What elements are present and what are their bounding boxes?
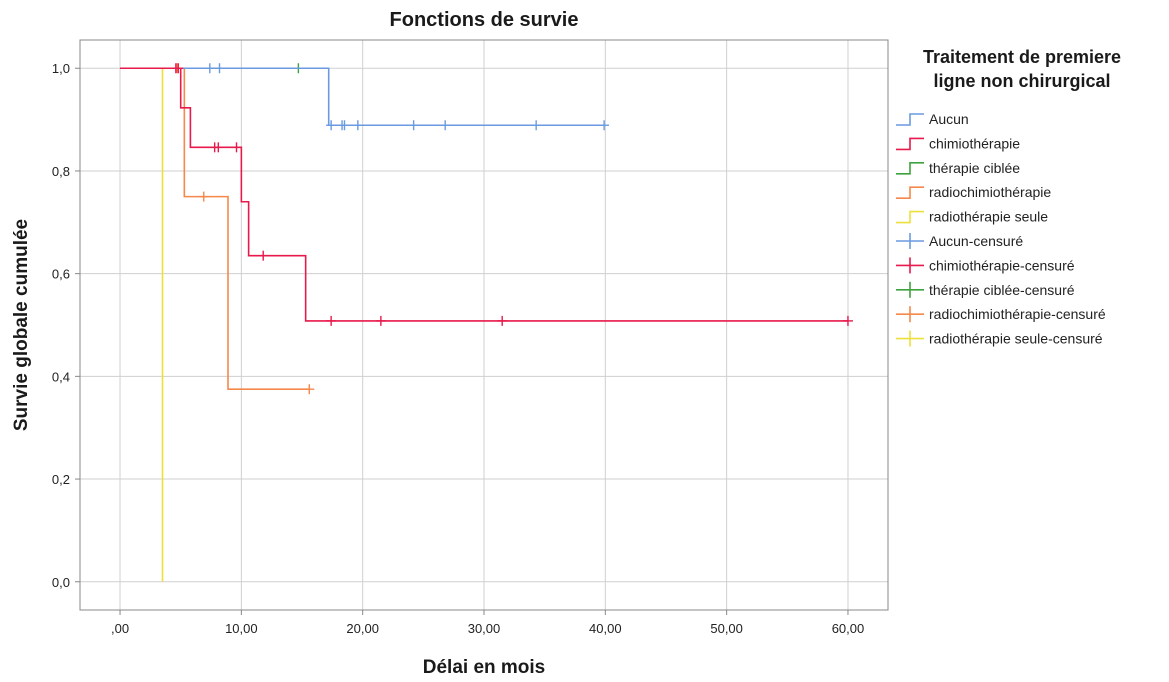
censor-mark <box>408 120 419 131</box>
y-tick-label: 1,0 <box>52 61 70 76</box>
censor-mark <box>497 315 508 326</box>
censor-mark <box>198 191 209 202</box>
x-tick-label: 20,00 <box>346 621 379 636</box>
x-axis-label: Délai en mois <box>423 657 546 678</box>
censor-mark <box>214 63 225 74</box>
x-tick-label: 60,00 <box>832 621 865 636</box>
grid <box>80 40 888 610</box>
tick-labels: ,00 10,00 20,00 30,00 40,00 50,00 60,00 0,0 0,2 0… <box>52 61 864 636</box>
legend-label: Aucun <box>929 111 969 127</box>
legend-line-swatch <box>896 186 924 199</box>
censor-mark <box>440 120 451 131</box>
legend-item: chimiothérapie-censuré <box>896 257 1075 274</box>
x-tick-label: 10,00 <box>225 621 258 636</box>
legend-label: thérapie ciblée <box>929 160 1020 176</box>
legend-item: Aucun <box>896 111 969 127</box>
censor-mark <box>258 250 269 261</box>
y-tick-label: 0,0 <box>52 575 70 590</box>
y-tick-label: 0,2 <box>52 472 70 487</box>
survival-curve-1 <box>120 67 848 322</box>
censor-mark <box>842 315 853 326</box>
censor-mark <box>339 120 350 131</box>
x-tick-label: ,00 <box>111 621 129 636</box>
legend-title: Traitement de premiere <box>923 47 1121 67</box>
survival-curve-3 <box>120 67 310 390</box>
series-layer <box>120 63 853 582</box>
legend-item: Aucun-censuré <box>896 233 1023 249</box>
censor-mark <box>375 315 386 326</box>
x-tick-label: 50,00 <box>710 621 743 636</box>
legend: Traitement de premiere ligne non chirurgi… <box>896 47 1121 347</box>
y-tick-label: 0,4 <box>52 369 70 384</box>
censor-mark <box>213 142 224 153</box>
legend-line-swatch <box>896 113 924 126</box>
legend-label: radiochimiothérapie <box>929 184 1051 200</box>
legend-label: Aucun-censuré <box>929 233 1023 249</box>
chart-title: Fonctions de survie <box>390 9 579 31</box>
legend-label: radiothérapie seule-censuré <box>929 331 1103 347</box>
legend-line-swatch <box>896 137 924 151</box>
censor-mark <box>204 63 215 74</box>
censor-mark <box>173 63 184 74</box>
legend-item: chimiothérapie <box>896 135 1020 151</box>
legend-label: radiothérapie seule <box>929 209 1048 225</box>
legend-label: chimiothérapie-censuré <box>929 257 1075 273</box>
survival-curve-0 <box>120 67 605 127</box>
legend-line-swatch <box>896 210 924 224</box>
y-tick-label: 0,8 <box>52 164 70 179</box>
censor-mark <box>326 315 337 326</box>
legend-item: radiothérapie seule-censuré <box>896 330 1103 347</box>
censor-mark <box>531 120 542 131</box>
y-axis-label: Survie globale cumulée <box>11 219 32 431</box>
x-tick-label: 30,00 <box>468 621 501 636</box>
legend-item: radiothérapie seule <box>896 209 1048 225</box>
legend-title: ligne non chirurgical <box>933 71 1110 91</box>
legend-label: thérapie ciblée-censuré <box>929 282 1075 298</box>
censor-mark <box>599 120 610 131</box>
y-tick-label: 0,6 <box>52 267 70 282</box>
censor-mark <box>352 120 363 131</box>
censor-mark <box>231 142 242 153</box>
legend-label: chimiothérapie <box>929 135 1020 151</box>
legend-item: radiochimiothérapie <box>896 184 1051 200</box>
censor-mark <box>304 384 315 395</box>
legend-item: thérapie ciblée <box>896 160 1020 176</box>
survival-curve-4 <box>120 67 164 582</box>
x-tick-label: 40,00 <box>589 621 622 636</box>
legend-item: radiochimiothérapie-censuré <box>896 306 1106 323</box>
legend-line-swatch <box>896 162 924 175</box>
censor-mark <box>326 120 337 131</box>
legend-item: thérapie ciblée-censuré <box>896 281 1075 298</box>
legend-label: radiochimiothérapie-censuré <box>929 306 1106 322</box>
